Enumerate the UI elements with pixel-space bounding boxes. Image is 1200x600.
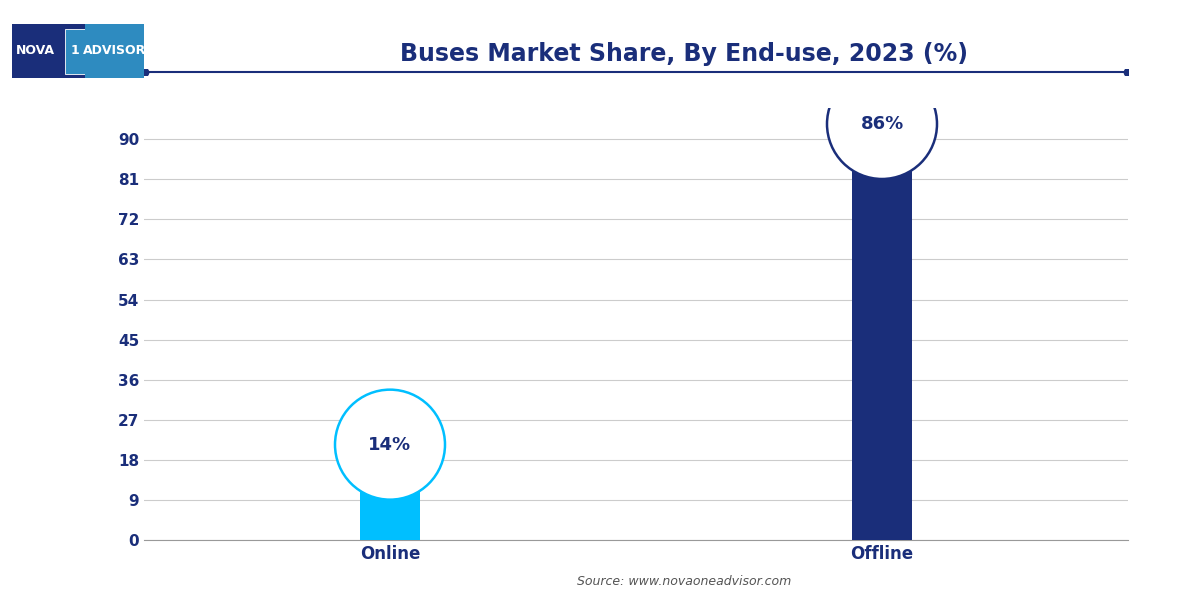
FancyBboxPatch shape: [12, 24, 144, 78]
Text: Source: www.novaoneadvisor.com: Source: www.novaoneadvisor.com: [577, 575, 791, 588]
FancyBboxPatch shape: [84, 24, 144, 78]
Text: 86%: 86%: [860, 115, 904, 133]
Bar: [852, 157, 912, 540]
Ellipse shape: [827, 69, 937, 179]
Text: NOVA: NOVA: [16, 44, 55, 58]
Ellipse shape: [335, 389, 445, 500]
Text: 1: 1: [71, 44, 79, 58]
FancyBboxPatch shape: [65, 28, 84, 73]
Bar: [360, 478, 420, 540]
Text: ADVISOR: ADVISOR: [83, 44, 146, 58]
Text: Buses Market Share, By End-use, 2023 (%): Buses Market Share, By End-use, 2023 (%): [400, 42, 968, 66]
Text: 14%: 14%: [368, 436, 412, 454]
